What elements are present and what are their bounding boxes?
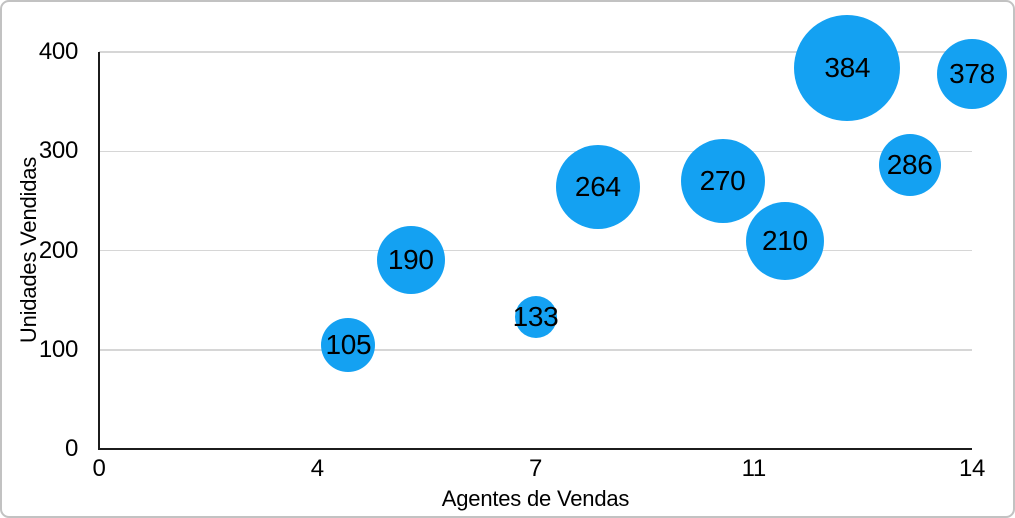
bubble-label: 286 xyxy=(886,149,933,181)
y-axis-line xyxy=(97,52,101,449)
gridline xyxy=(99,150,972,152)
bubble-label: 264 xyxy=(574,170,621,202)
bubble-label: 133 xyxy=(512,300,559,332)
gridline xyxy=(99,51,972,53)
bubble-label: 270 xyxy=(699,165,746,197)
bubble: 378 xyxy=(937,38,1007,109)
x-tick-label: 0 xyxy=(92,455,106,482)
y-tick-label: 0 xyxy=(64,435,78,462)
x-axis-title: Agentes de Vendas xyxy=(441,486,630,511)
y-tick-label: 100 xyxy=(38,335,78,363)
x-tick-label: 11 xyxy=(741,455,767,482)
y-tick-label: 200 xyxy=(38,236,78,264)
bubble-label: 105 xyxy=(325,328,372,360)
bubble-label: 190 xyxy=(387,244,434,276)
bubble: 384 xyxy=(794,14,901,121)
bubble: 264 xyxy=(555,144,640,229)
x-tick-label: 14 xyxy=(958,455,986,482)
y-tick-label: 400 xyxy=(38,38,78,65)
bubble-label: 210 xyxy=(762,224,808,256)
x-axis-line xyxy=(97,447,972,451)
bubble: 133 xyxy=(512,295,559,338)
bubble: 190 xyxy=(376,226,445,295)
bubble-label: 384 xyxy=(824,51,871,83)
bubble: 270 xyxy=(680,139,765,224)
x-tick-label: 7 xyxy=(528,455,543,482)
x-tick-label: 4 xyxy=(310,455,324,482)
bubble: 210 xyxy=(745,201,824,280)
gridline xyxy=(99,249,972,252)
y-tick-label: 300 xyxy=(38,137,78,165)
bubble-label: 378 xyxy=(949,57,995,89)
gridline xyxy=(99,349,972,351)
bubble: 286 xyxy=(878,134,941,197)
bubble: 105 xyxy=(321,317,376,372)
